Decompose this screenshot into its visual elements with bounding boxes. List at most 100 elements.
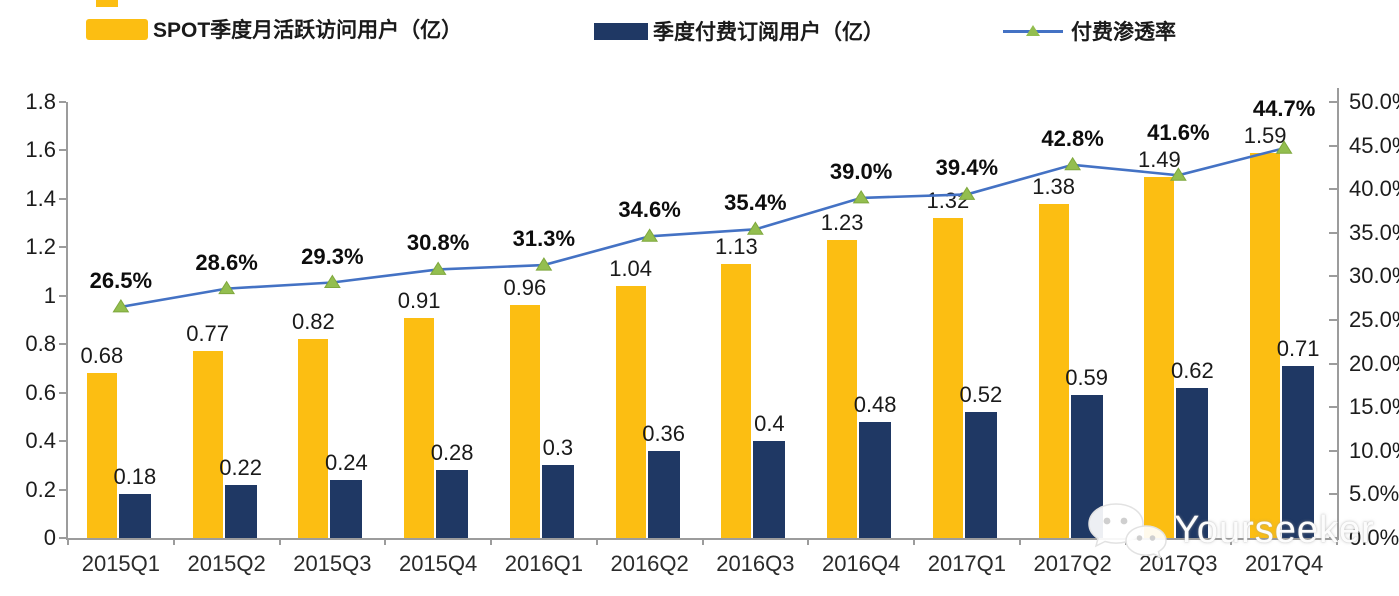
x-axis-tick xyxy=(1336,538,1338,545)
subscriber-value-label: 0.48 xyxy=(853,391,897,417)
bar-subscribers xyxy=(330,479,363,538)
left-axis-tick-label: 1.4 xyxy=(25,185,56,211)
bar-mau xyxy=(827,240,858,538)
x-axis-category-label: 2016Q3 xyxy=(716,551,795,576)
left-axis-tick xyxy=(59,101,66,103)
mau-value-label: 0.91 xyxy=(397,287,441,313)
left-axis-tick-label: 0.4 xyxy=(25,428,56,454)
penetration-value-label: 31.3% xyxy=(512,226,576,252)
subscriber-value-label: 0.18 xyxy=(113,464,157,490)
right-axis-tick xyxy=(1329,449,1337,452)
penetration-value-label: 41.6% xyxy=(1147,120,1210,146)
left-axis-tick xyxy=(59,440,66,443)
subscriber-value-label: 0.71 xyxy=(1276,336,1320,362)
legend-item-penetration: 付费渗透率 xyxy=(1003,16,1176,46)
legend-label-mau: SPOT季度月活跃访问用户（亿） xyxy=(153,19,463,42)
x-axis-category-label: 2016Q2 xyxy=(610,551,689,576)
bar-subscribers xyxy=(436,470,469,538)
right-axis-tick-label: 50.0% xyxy=(1349,89,1399,114)
left-axis-tick-label: 0.2 xyxy=(25,476,56,502)
left-axis-tick-label: 0.6 xyxy=(25,379,56,405)
right-axis-tick-label: 5.0% xyxy=(1349,481,1399,507)
mau-value-label: 1.23 xyxy=(820,210,864,236)
x-axis-tick xyxy=(1018,538,1021,545)
x-axis-tick xyxy=(701,538,704,545)
left-axis-tick xyxy=(59,197,66,200)
bar-subscribers xyxy=(964,412,997,538)
bar-subscribers xyxy=(753,441,786,538)
subscriber-value-label: 0.24 xyxy=(324,449,368,475)
x-axis-tick xyxy=(172,538,175,545)
x-axis-tick xyxy=(595,538,598,545)
left-axis-tick-label: 1 xyxy=(43,282,56,308)
right-axis-tick-label: 20.0% xyxy=(1349,350,1399,376)
right-axis-tick xyxy=(1329,101,1337,103)
left-axis-tick xyxy=(59,149,66,152)
x-axis-category-label: 2015Q1 xyxy=(81,551,161,576)
x-axis-tick xyxy=(913,538,915,545)
watermark-text: Yourseeker xyxy=(1174,508,1375,551)
mau-value-label: 0.77 xyxy=(186,321,230,347)
x-axis-category-label: 2017Q4 xyxy=(1244,551,1324,576)
bar-subscribers xyxy=(541,465,574,538)
subscriber-value-label: 0.36 xyxy=(642,420,686,446)
left-axis-tick xyxy=(59,343,66,346)
legend-label-penetration: 付费渗透率 xyxy=(1071,21,1176,44)
mau-value-label: 0.96 xyxy=(503,275,547,301)
subscriber-value-label: 0.22 xyxy=(219,454,263,480)
mau-value-label: 1.59 xyxy=(1243,122,1287,148)
x-axis-category-label: 2017Q2 xyxy=(1033,551,1112,576)
left-axis-tick xyxy=(59,391,66,394)
left-axis-tick xyxy=(59,294,66,297)
subscriber-value-label: 0.62 xyxy=(1170,357,1214,383)
x-axis-tick xyxy=(1230,538,1233,545)
bar-subscribers xyxy=(224,484,257,538)
mau-value-label: 1.13 xyxy=(714,234,758,260)
left-axis-tick xyxy=(59,488,66,491)
right-axis-tick-label: 30.0% xyxy=(1349,263,1399,289)
mau-value-label: 1.49 xyxy=(1137,147,1181,173)
legend-label-subscribers: 季度付费订阅用户（亿） xyxy=(653,21,884,44)
cropped-bar-artifact xyxy=(96,0,118,7)
mau-value-label: 1.04 xyxy=(609,256,653,282)
mau-value-label: 1.38 xyxy=(1032,173,1076,199)
x-axis-category-label: 2016Q4 xyxy=(821,551,901,576)
penetration-value-label: 42.8% xyxy=(1041,125,1104,151)
watermark: Yourseeker xyxy=(1086,500,1375,560)
right-axis-tick-label: 35.0% xyxy=(1349,219,1399,245)
bar-mau xyxy=(509,305,540,538)
right-axis-tick xyxy=(1329,188,1337,191)
left-axis-tick-label: 0 xyxy=(43,525,56,550)
bar-mau xyxy=(932,218,963,538)
mau-value-label: 0.68 xyxy=(80,343,124,369)
subscriber-value-label: 0.3 xyxy=(542,435,574,461)
right-axis-tick xyxy=(1329,537,1337,539)
bar-mau xyxy=(615,286,646,538)
bar-subscribers xyxy=(647,450,680,538)
legend-item-mau: SPOT季度月活跃访问用户（亿） xyxy=(86,14,462,44)
left-axis-tick xyxy=(59,246,66,249)
right-axis-tick xyxy=(1329,319,1337,321)
x-axis-category-label: 2017Q1 xyxy=(927,551,1007,576)
right-axis-tick-label: 45.0% xyxy=(1349,132,1399,158)
legend-item-subscribers: 季度付费订阅用户（亿） xyxy=(594,16,884,46)
bar-mau xyxy=(86,373,117,538)
x-axis-tick xyxy=(384,538,387,545)
right-axis-tick-label: 25.0% xyxy=(1349,307,1399,332)
right-axis-tick xyxy=(1329,493,1337,496)
x-axis-category-label: 2015Q4 xyxy=(398,551,478,576)
subscriber-value-label: 0.59 xyxy=(1065,365,1109,391)
right-axis-tick-label: 10.0% xyxy=(1349,437,1399,463)
right-axis-tick-label: 0.0% xyxy=(1349,525,1399,550)
subscriber-bar-swatch-icon xyxy=(594,22,648,40)
right-axis-tick xyxy=(1329,362,1337,365)
right-axis-tick xyxy=(1329,144,1337,147)
mau-bar-swatch-icon xyxy=(86,18,148,40)
left-axis-tick-label: 0.8 xyxy=(25,331,56,357)
bar-mau xyxy=(192,351,223,538)
right-axis-line xyxy=(1337,88,1339,540)
bar-mau xyxy=(404,317,435,538)
penetration-line-swatch-icon xyxy=(1003,24,1063,38)
wechat-icon xyxy=(1088,503,1167,559)
